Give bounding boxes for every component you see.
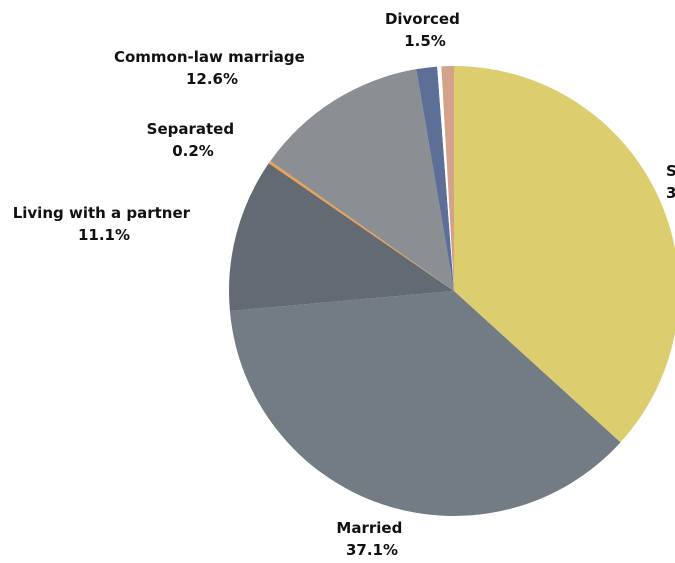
- pie-slice-separated: [268, 160, 454, 291]
- pie-slice-single: [454, 66, 675, 443]
- pie-slices: [229, 66, 675, 517]
- label-married-name: Married: [336, 519, 402, 537]
- pie-slice-gap: [437, 66, 454, 291]
- label-separated: Separated 0.2%: [147, 120, 240, 160]
- label-divorced-name: Divorced: [385, 10, 460, 28]
- pie-slice-living-with-partner: [229, 163, 454, 311]
- label-living-with-partner-name: Living with a partner: [13, 204, 191, 222]
- pie-slice-common-law-marriage: [270, 69, 454, 291]
- label-separated-name: Separated: [147, 120, 234, 138]
- pie-slice-divorced: [416, 66, 454, 291]
- label-married-value: 37.1%: [346, 541, 398, 559]
- pie-labels: S 3 Married 37.1% Living with a partner …: [13, 10, 675, 559]
- label-common-law-marriage-value: 12.6%: [186, 70, 238, 88]
- label-divorced-value: 1.5%: [404, 32, 446, 50]
- label-single: S 3: [666, 162, 675, 202]
- label-divorced: Divorced 1.5%: [385, 10, 465, 50]
- label-living-with-partner: Living with a partner 11.1%: [13, 204, 196, 244]
- label-separated-value: 0.2%: [172, 142, 214, 160]
- label-single-name: S: [666, 162, 675, 180]
- pie-slice-other: [441, 66, 454, 291]
- label-living-with-partner-value: 11.1%: [78, 226, 130, 244]
- pie-slice-married: [229, 291, 621, 517]
- label-common-law-marriage: Common-law marriage 12.6%: [114, 48, 310, 88]
- label-single-value: 3: [666, 184, 675, 202]
- label-married: Married 37.1%: [336, 519, 407, 559]
- label-common-law-marriage-name: Common-law marriage: [114, 48, 305, 66]
